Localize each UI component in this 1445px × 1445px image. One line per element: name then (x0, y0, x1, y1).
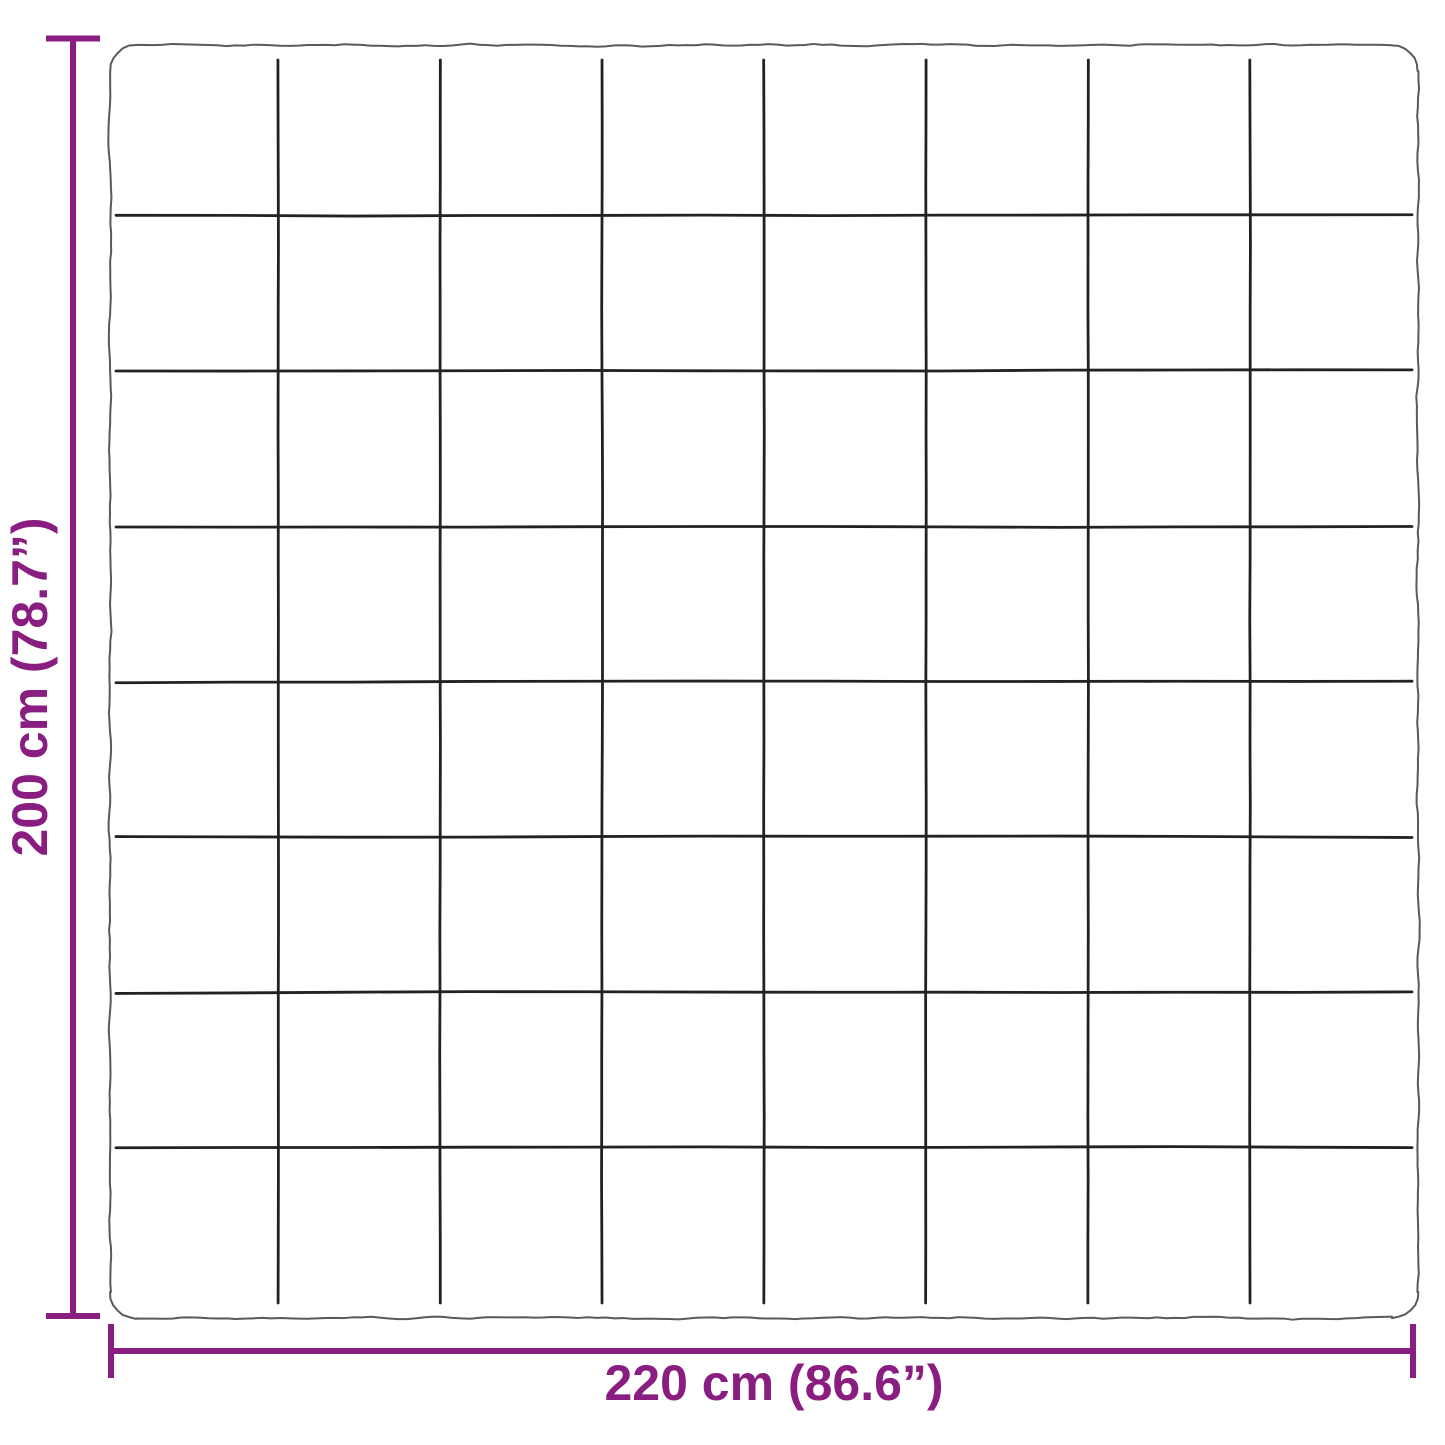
svg-text:200 cm (78.7”): 200 cm (78.7”) (2, 517, 58, 856)
svg-text:220 cm (86.6”): 220 cm (86.6”) (604, 1355, 943, 1411)
